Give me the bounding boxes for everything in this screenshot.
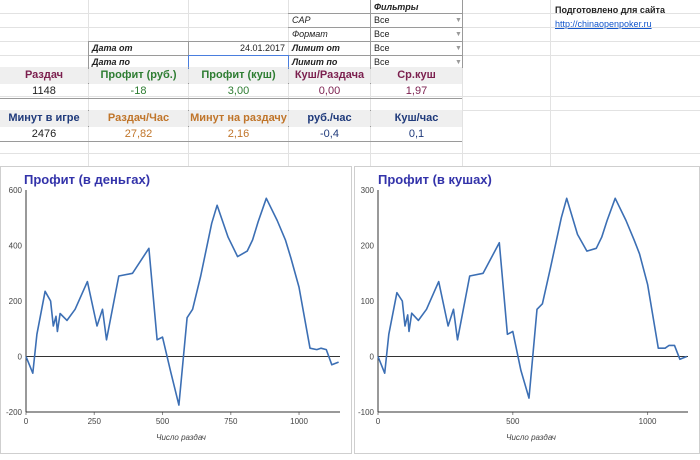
chevron-down-icon[interactable]: ▼	[455, 17, 462, 24]
stat-header-hands: Раздач	[0, 67, 88, 84]
series-line	[25, 197, 339, 406]
filter-select-format[interactable]: Все	[374, 29, 390, 39]
x-tick-label: 250	[88, 417, 102, 426]
y-tick-label: 200	[361, 242, 375, 251]
date-from-input[interactable]: 24.01.2017	[239, 43, 285, 53]
y-tick-label: 0	[18, 353, 23, 362]
filter-select-limit-from[interactable]: Все	[374, 43, 390, 53]
stat-header-avg-pot: Ср.куш	[371, 67, 462, 84]
chart-title: Профит (в кушах)	[378, 172, 492, 187]
date-to-label: Дата по	[92, 57, 131, 67]
filter-label-format: Формат	[292, 29, 328, 39]
filters-header: Фильтры	[374, 2, 419, 12]
x-tick-label: 0	[24, 417, 29, 426]
y-tick-label: 600	[9, 186, 23, 195]
stat-header-minutes: Минут в игре	[0, 110, 88, 127]
stat-header-rub-per-hour: руб./час	[289, 110, 370, 127]
y-tick-label: -200	[6, 408, 23, 417]
x-tick-label: 500	[506, 417, 520, 426]
chevron-down-icon[interactable]: ▼	[455, 59, 462, 66]
stat-value-profit-pot: 3,00	[227, 85, 250, 97]
filter-select-cap[interactable]: Все	[374, 15, 390, 25]
y-tick-label: 400	[9, 242, 23, 251]
x-tick-label: 500	[156, 417, 170, 426]
chart-title: Профит (в деньгах)	[24, 172, 150, 187]
stat-header-pot-per-hand: Куш/Раздача	[289, 67, 370, 84]
chart-profit-money: Профит (в деньгах) -200 0 200 400 600 0 250 500 7…	[0, 166, 352, 454]
chart-frame	[0, 166, 352, 454]
stat-value-minutes: 2476	[31, 128, 57, 140]
y-tick-label: 300	[361, 186, 375, 195]
stat-value-rub-per-hour: -0,4	[320, 128, 339, 140]
spreadsheet: Фильтры CAP Все ▼ Формат Все ▼ Лимит от …	[0, 0, 700, 166]
x-tick-label: 1000	[290, 417, 308, 426]
stat-header-profit-rub: Профит (руб.)	[89, 67, 188, 84]
filter-select-limit-to[interactable]: Все	[374, 57, 390, 67]
filter-label-limit-to: Лимит по	[292, 57, 338, 67]
credit-link[interactable]: http://chinaopenpoker.ru	[555, 19, 652, 29]
x-tick-label: 0	[376, 417, 381, 426]
stat-header-profit-pot: Профит (куш)	[189, 67, 288, 84]
date-from-label: Дата от	[92, 43, 133, 53]
series-line	[377, 197, 688, 399]
chevron-down-icon[interactable]: ▼	[455, 31, 462, 38]
y-tick-label: 200	[9, 297, 23, 306]
stat-value-minutes-per-hand: 2,16	[227, 128, 250, 140]
x-tick-label: 750	[224, 417, 238, 426]
stat-value-hands-per-hour: 27,82	[124, 128, 153, 140]
stat-value-pot-per-hour: 0,1	[408, 128, 425, 140]
chevron-down-icon[interactable]: ▼	[455, 45, 462, 52]
credit-text: Подготовлено для сайта	[555, 5, 665, 15]
filter-label-cap: CAP	[292, 15, 311, 25]
stat-header-hands-per-hour: Раздач/Час	[89, 110, 188, 127]
stat-value-pot-per-hand: 0,00	[318, 85, 341, 97]
stat-header-minutes-per-hand: Минут на раздачу	[189, 110, 288, 127]
x-axis-label: Число раздач	[156, 433, 206, 442]
x-tick-label: 1000	[639, 417, 657, 426]
y-tick-label: 0	[370, 353, 375, 362]
stat-header-pot-per-hour: Куш/час	[371, 110, 462, 127]
filter-label-limit-from: Лимит от	[292, 43, 340, 53]
stat-value-profit-rub: -18	[130, 85, 147, 97]
x-axis-label: Число раздач	[506, 433, 556, 442]
stat-value-hands: 1148	[32, 85, 56, 97]
chart-frame	[354, 166, 700, 454]
stat-value-avg-pot: 1,97	[405, 85, 428, 97]
chart-profit-pots: Профит (в кушах) -100 0 100 200 300 0 500 1000 Чи…	[354, 166, 700, 454]
y-tick-label: 100	[361, 297, 375, 306]
y-tick-label: -100	[358, 408, 375, 417]
